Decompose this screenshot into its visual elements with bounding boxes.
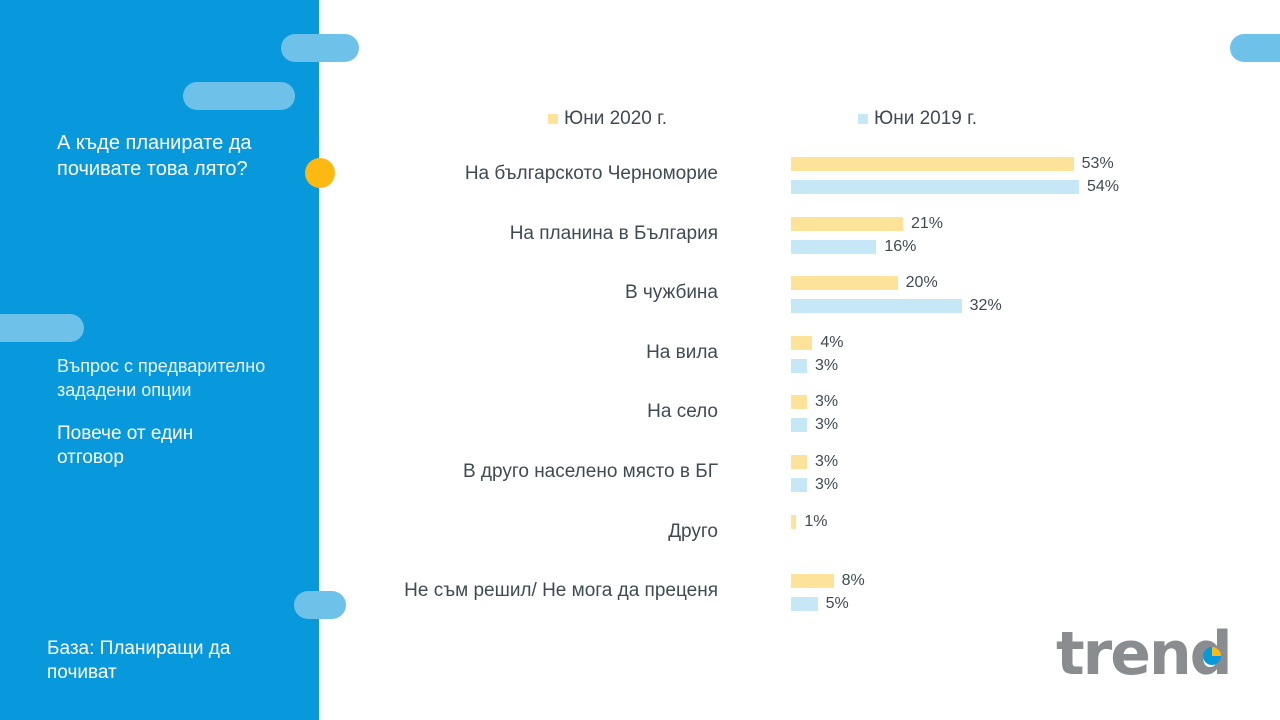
value-label: 5% — [825, 595, 849, 613]
sidebar-panel: А къде планирате да почивате това лято? … — [0, 0, 319, 720]
value-label: 20% — [905, 274, 938, 292]
legend-label-2019: Юни 2019 г. — [874, 108, 978, 129]
category-label: На планина в България — [509, 222, 718, 244]
bar-2019 — [791, 478, 807, 492]
bar-2020 — [791, 455, 807, 469]
bar-2019 — [791, 597, 818, 612]
bar-2019 — [791, 239, 877, 254]
value-label: 3% — [815, 453, 839, 470]
bar-2019 — [791, 180, 1079, 194]
category-label: В чужбина — [624, 282, 718, 304]
value-label: 32% — [969, 297, 1002, 315]
bar-2020 — [791, 216, 903, 231]
legend-swatch-2020 — [548, 114, 558, 124]
value-label: 16% — [884, 237, 917, 255]
decor-pill — [294, 591, 346, 619]
category-label: На българското Черноморие — [464, 163, 718, 184]
bar-2020 — [791, 395, 807, 410]
value-label: 3% — [815, 416, 839, 434]
bar-2020 — [791, 514, 797, 529]
bar-2019 — [791, 418, 807, 433]
legend-item-2019: Юни 2019 г. — [858, 108, 977, 130]
value-label: 3% — [815, 356, 839, 374]
value-label: 8% — [841, 572, 865, 590]
value-label: 3% — [815, 393, 839, 411]
value-label: 1% — [804, 512, 828, 530]
value-label: 4% — [820, 333, 844, 351]
question-type-note: Въпрос с предварително зададени опции — [57, 356, 266, 400]
decor-pill — [183, 82, 295, 110]
multiple-answer-note: Повече от един отговор — [57, 423, 194, 468]
decor-pill — [0, 314, 84, 342]
trend-logo: trend — [1056, 619, 1236, 689]
bar-2019 — [791, 358, 807, 373]
pie-chart-icon — [1203, 647, 1221, 665]
legend-label-2020: Юни 2020 г. — [564, 108, 668, 129]
bar-2020 — [791, 574, 834, 589]
base-note: База: Планиращи да почиват — [47, 638, 231, 683]
value-label: 21% — [911, 214, 944, 232]
logo-text: trend — [1056, 620, 1231, 680]
legend-item-2020: Юни 2020 г. — [548, 108, 667, 130]
bar-2020 — [791, 335, 813, 350]
legend-swatch-2019 — [858, 114, 868, 124]
value-label: 53% — [1081, 155, 1114, 172]
category-label: На вила — [646, 341, 718, 363]
value-label: 3% — [815, 476, 839, 493]
bar-2019 — [791, 299, 962, 314]
category-label: Друго — [668, 520, 718, 542]
value-label: 54% — [1087, 178, 1120, 195]
question-text: А къде планирате да почивате това лято? — [57, 132, 252, 180]
bar-2020 — [791, 157, 1074, 171]
decor-pill — [281, 34, 359, 62]
decor-dot — [305, 158, 335, 188]
decor-pill — [1230, 34, 1280, 62]
category-label: На село — [647, 401, 718, 423]
category-label: Не съм решил/ Не мога да преценя — [404, 580, 718, 602]
bar-2020 — [791, 276, 898, 291]
category-label: В друго населено място в БГ — [462, 461, 718, 482]
trend-logo-graphic: trend — [1056, 619, 1233, 689]
